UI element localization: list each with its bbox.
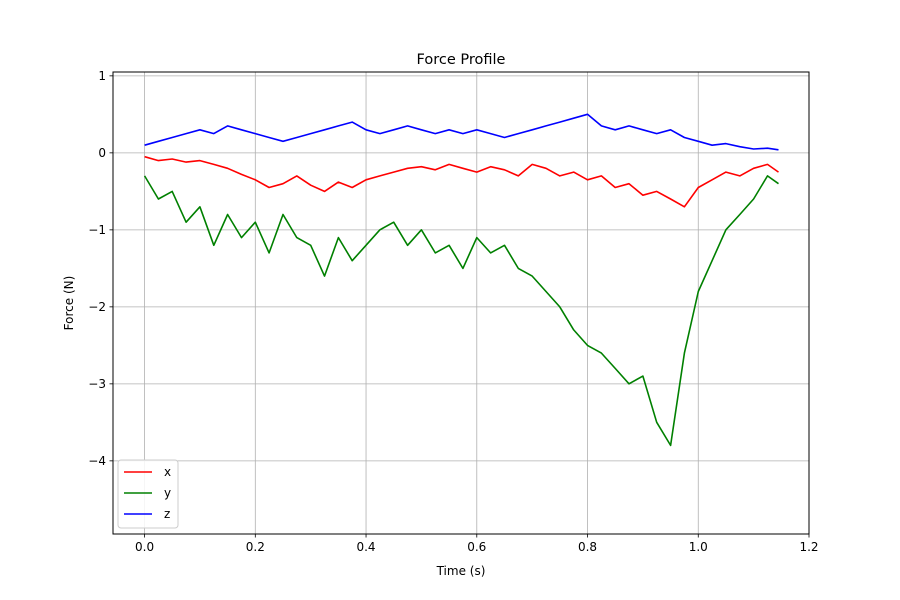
y-tick-label: 1 xyxy=(98,69,106,83)
x-axis-label: Time (s) xyxy=(436,564,486,578)
y-tick-label: −2 xyxy=(88,300,106,314)
legend-label-y: y xyxy=(164,486,171,500)
x-tick-label: 0.2 xyxy=(246,540,265,554)
plot-area xyxy=(143,113,779,447)
series-line-z xyxy=(144,113,779,151)
x-tick-label: 0.8 xyxy=(578,540,597,554)
grid xyxy=(113,72,810,534)
legend-box xyxy=(117,459,179,529)
legend-label-x: x xyxy=(164,465,171,479)
series-line-y xyxy=(143,175,779,447)
x-tick-label: 0.6 xyxy=(467,540,486,554)
y-tick-label: 0 xyxy=(98,146,106,160)
axes-frame xyxy=(112,71,810,535)
x-tick-label: 0.4 xyxy=(356,540,375,554)
y-tick-label: −4 xyxy=(88,454,106,468)
y-tick-label: −3 xyxy=(88,377,106,391)
x-tick-label: 1.0 xyxy=(689,540,708,554)
legend: xyz xyxy=(117,459,179,529)
y-tick-label: −1 xyxy=(88,223,106,237)
x-tick-label: 1.2 xyxy=(799,540,818,554)
x-tick-label: 0.0 xyxy=(135,540,154,554)
series-line-x xyxy=(144,155,779,208)
ticks: 0.0 0.2 0.4 0.6 0.8 1.0 1.2 1 0 −1 −2 −3 −4 xyxy=(88,69,818,554)
chart-title: Force Profile xyxy=(417,52,506,68)
legend-label-z: z xyxy=(164,507,170,521)
y-axis-label: Force (N) xyxy=(62,276,76,331)
